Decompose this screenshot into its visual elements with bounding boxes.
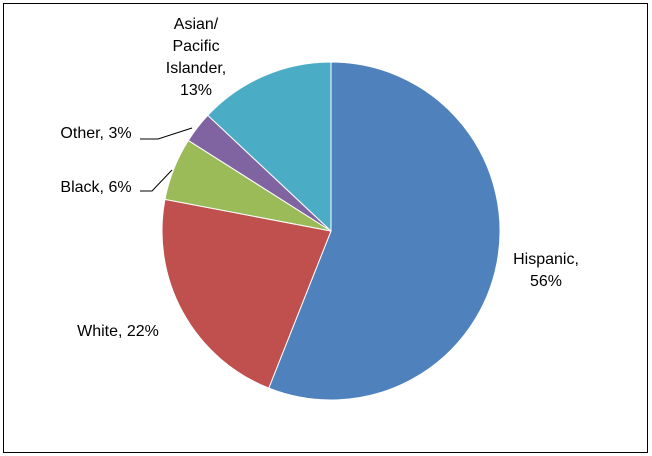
data-label-black: Black, 6% <box>60 179 131 196</box>
pie-slice-asian-pacific-islander <box>207 61 332 233</box>
pie-slice-white <box>161 198 332 389</box>
leader-lines <box>140 127 193 192</box>
leader-line-other <box>140 127 193 140</box>
data-label-asian-pacific-islander: Asian/Pacific Islander, 13% <box>166 16 226 99</box>
data-label-white: White, 22% <box>77 323 159 340</box>
pie-slice-hispanic <box>268 61 501 401</box>
pie-slices <box>161 61 501 401</box>
data-labels: Hispanic, 56% White, 22% Black, 6% Other, 3%… <box>60 16 578 340</box>
data-label-other: Other, 3% <box>60 125 131 142</box>
data-label-hispanic: Hispanic, 56% <box>513 251 579 290</box>
leader-line-black <box>140 169 173 192</box>
